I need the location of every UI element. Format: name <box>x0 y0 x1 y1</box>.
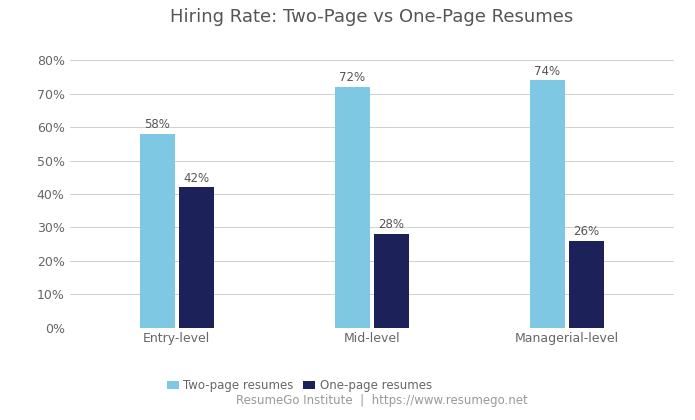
Text: ResumeGo Institute  |  https://www.resumego.net: ResumeGo Institute | https://www.resumeg… <box>236 394 528 407</box>
Text: 58%: 58% <box>145 118 170 131</box>
Legend: Two-page resumes, One-page resumes: Two-page resumes, One-page resumes <box>162 375 436 397</box>
Bar <box>140 134 175 328</box>
Text: 72%: 72% <box>339 71 366 84</box>
Text: 26%: 26% <box>573 225 600 238</box>
Text: 74%: 74% <box>534 65 560 78</box>
Bar <box>179 187 214 328</box>
Bar <box>335 87 370 328</box>
Bar <box>569 241 604 328</box>
Text: 42%: 42% <box>183 172 209 185</box>
Bar <box>530 80 565 328</box>
Text: 28%: 28% <box>378 218 404 231</box>
Bar <box>374 234 409 328</box>
Title: Hiring Rate: Two-Page vs One-Page Resumes: Hiring Rate: Two-Page vs One-Page Resume… <box>170 8 573 26</box>
